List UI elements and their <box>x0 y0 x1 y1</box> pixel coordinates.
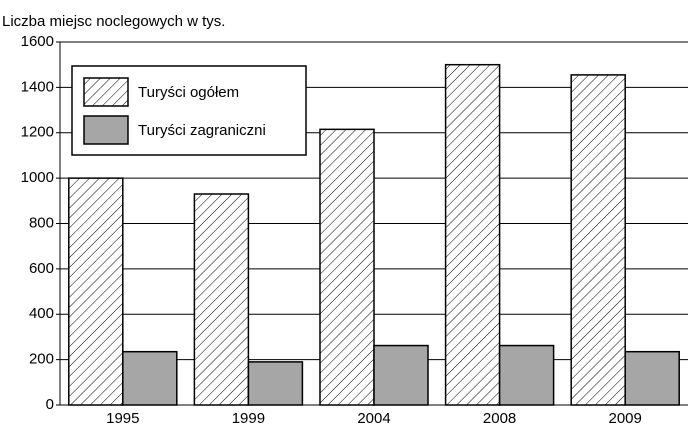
x-tick-label: 2004 <box>357 410 390 427</box>
y-tick-label: 1200 <box>21 124 54 141</box>
y-tick-label: 1400 <box>21 78 54 95</box>
x-tick-label: 1995 <box>106 410 139 427</box>
bar <box>373 344 429 406</box>
y-tick-label: 800 <box>29 214 54 231</box>
bar <box>122 350 178 406</box>
legend-label: Turyści ogółem <box>138 84 239 101</box>
legend-swatch <box>83 77 129 107</box>
legend-label: Turyści zagraniczni <box>138 122 266 139</box>
chart-title: Liczba miejsc noclegowych w tys. <box>2 13 225 30</box>
x-tick-label: 1999 <box>232 410 265 427</box>
y-tick-label: 400 <box>29 305 54 322</box>
y-tick-label: 600 <box>29 260 54 277</box>
bar <box>444 63 501 406</box>
legend-swatch <box>83 115 129 145</box>
x-tick-label: 2008 <box>483 410 516 427</box>
bar <box>247 361 304 406</box>
y-tick-label: 1600 <box>21 33 54 50</box>
bar <box>624 350 680 406</box>
y-tick-label: 200 <box>29 351 54 368</box>
bar <box>570 74 626 406</box>
y-tick-label: 1000 <box>21 169 54 186</box>
bar <box>193 193 250 406</box>
bar <box>498 344 555 406</box>
y-tick-label: 0 <box>46 396 54 413</box>
bar <box>68 177 124 406</box>
x-tick-label: 2009 <box>609 410 642 427</box>
bar <box>319 128 375 406</box>
